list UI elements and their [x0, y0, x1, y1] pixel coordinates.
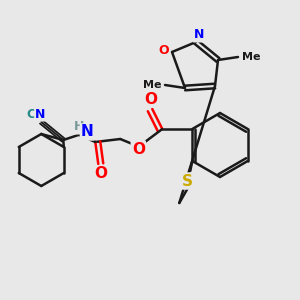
Text: S: S: [182, 173, 193, 188]
Text: O: O: [144, 92, 157, 106]
Text: N: N: [35, 107, 46, 121]
Text: H: H: [74, 121, 85, 134]
Text: O: O: [94, 167, 107, 182]
Text: C: C: [27, 107, 36, 121]
Text: N: N: [194, 28, 204, 41]
Text: O: O: [132, 142, 145, 157]
Text: Me: Me: [242, 52, 260, 62]
Text: O: O: [159, 44, 169, 56]
Text: N: N: [81, 124, 94, 140]
Text: Me: Me: [142, 80, 161, 90]
